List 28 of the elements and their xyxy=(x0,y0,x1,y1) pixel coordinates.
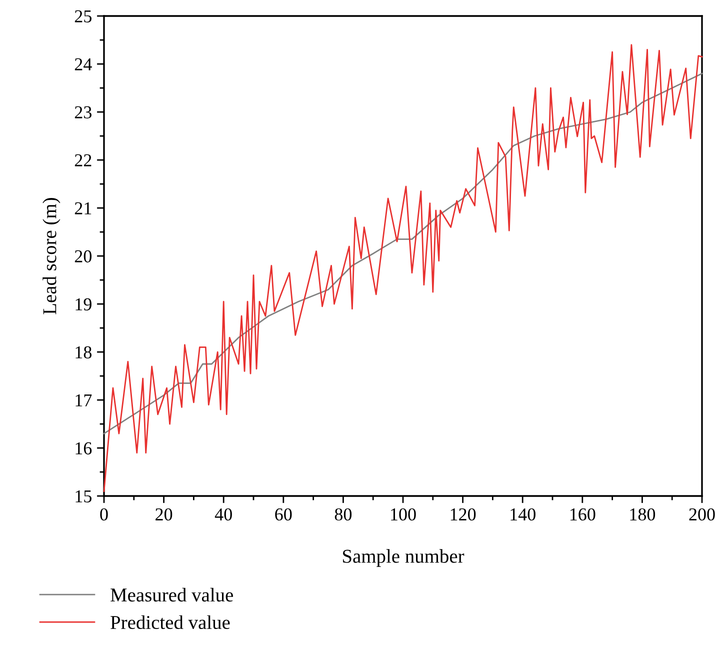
x-tick-label: 0 xyxy=(100,508,108,521)
line-series xyxy=(103,44,703,492)
y-axis-title: Lead score (m) xyxy=(42,198,60,314)
y-tick-label: 15 xyxy=(76,490,92,502)
x-tick-label: 140 xyxy=(510,508,536,521)
y-tick-label: 23 xyxy=(74,106,92,118)
line-series xyxy=(103,72,703,434)
y-tick-label: 19 xyxy=(76,298,92,310)
x-tick-label: 80 xyxy=(334,508,352,521)
y-tick-label: 17 xyxy=(76,394,92,406)
x-tick-label: 60 xyxy=(275,508,292,521)
y-tick-label: 24 xyxy=(74,58,92,70)
y-tick-label: 25 xyxy=(74,10,92,22)
x-axis-title: Sample number xyxy=(343,549,464,567)
x-tick-label: 200 xyxy=(689,508,715,521)
x-tick-label: 180 xyxy=(630,508,656,521)
y-tick-label: 21 xyxy=(74,202,92,214)
x-tick-label: 160 xyxy=(570,508,596,521)
x-tick-label: 40 xyxy=(214,508,232,521)
x-tick-label: 20 xyxy=(156,508,172,521)
y-tick-label: 18 xyxy=(76,346,92,358)
y-tick-label: 22 xyxy=(74,154,92,166)
y-tick-label: 20 xyxy=(74,250,92,262)
legend-label: Measured value xyxy=(110,588,233,602)
x-tick-label: 120 xyxy=(450,508,476,521)
y-tick-label: 16 xyxy=(76,442,92,454)
legend-label: Predicted value xyxy=(110,615,230,630)
x-tick-label: 100 xyxy=(391,508,416,521)
